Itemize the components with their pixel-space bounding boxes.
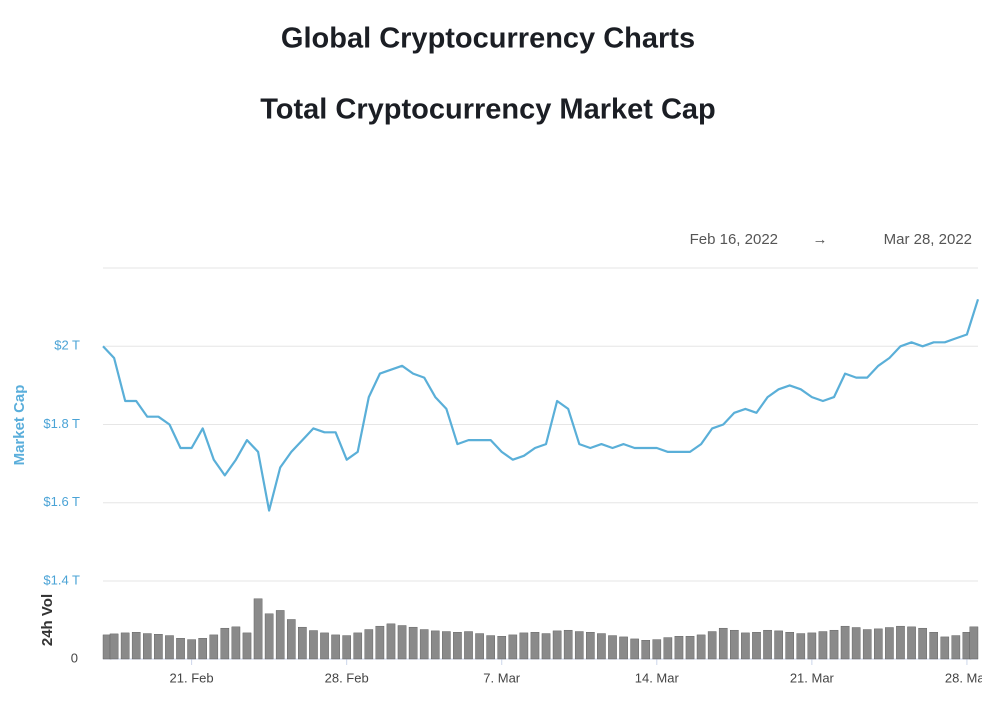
y-tick-label: $1.6 T <box>43 494 80 509</box>
volume-bar <box>730 629 739 660</box>
volume-bar <box>630 638 639 660</box>
y2-tick-label: 0 <box>71 650 78 665</box>
volume-bar <box>165 635 174 660</box>
volume-bar <box>109 633 119 660</box>
volume-bar <box>497 636 507 660</box>
volume-bar <box>464 631 473 660</box>
volume-bar <box>154 634 163 660</box>
chart-subtitle: Total Cryptocurrency Market Cap <box>260 94 716 126</box>
volume-bar <box>298 626 307 660</box>
volume-bar <box>508 634 518 660</box>
volume-bar <box>176 638 185 660</box>
volume-bar <box>408 626 418 660</box>
volume-bar <box>264 613 274 660</box>
x-tick-label: 14. Mar <box>635 670 680 685</box>
volume-bar <box>752 632 761 660</box>
volume-bar <box>663 637 673 660</box>
x-tick-label: 7. Mar <box>483 670 521 685</box>
volume-bar <box>120 632 130 660</box>
volume-bar <box>951 635 961 660</box>
volume-bar <box>862 629 872 660</box>
volume-bar <box>442 631 451 660</box>
range-to: Mar 28, 2022 <box>884 231 972 248</box>
volume-bar <box>364 629 374 660</box>
volume-bar <box>320 632 329 660</box>
volume-bar <box>929 632 938 660</box>
volume-bar <box>397 625 407 660</box>
volume-bar <box>674 636 684 660</box>
y-axis-label: Market Cap <box>11 385 28 466</box>
volume-bar <box>242 632 252 660</box>
volume-bar <box>231 626 241 660</box>
x-tick-label: 28. Feb <box>325 670 369 685</box>
volume-bar <box>641 640 651 660</box>
volume-bar <box>851 627 861 660</box>
volume-bar <box>386 623 396 660</box>
volume-bar <box>519 632 529 660</box>
volume-bar <box>696 634 706 660</box>
chart-title: Global Cryptocurrency Charts <box>281 23 695 55</box>
volume-bar <box>774 630 783 660</box>
volume-bar <box>453 632 462 660</box>
volume-bar <box>143 633 152 660</box>
x-tick-label: 28. Mar <box>945 670 982 685</box>
volume-bar <box>309 630 318 660</box>
volume-bar <box>331 634 340 660</box>
volume-bar <box>419 629 429 660</box>
volume-bar <box>918 627 927 660</box>
volume-bar <box>209 634 219 660</box>
market-cap-line <box>102 298 980 512</box>
volume-bar <box>486 635 495 660</box>
volume-bar <box>796 633 806 660</box>
volume-bar <box>763 629 772 660</box>
volume-bar <box>375 625 385 660</box>
volume-bar <box>829 629 839 660</box>
volume-bar <box>253 598 263 660</box>
x-tick-label: 21. Feb <box>170 670 214 685</box>
volume-bar <box>574 631 584 660</box>
y2-axis-label: 24h Vol <box>39 594 56 646</box>
volume-bar <box>597 633 606 660</box>
volume-bar <box>896 625 905 660</box>
volume-bar <box>885 627 894 660</box>
x-tick-label: 21. Mar <box>790 670 835 685</box>
volume-bar <box>969 626 979 660</box>
volume-bar <box>286 619 296 660</box>
volume-bar <box>741 632 750 660</box>
volume-bar <box>940 636 950 660</box>
range-separator: → <box>813 231 828 248</box>
volume-bar <box>563 629 573 660</box>
y-tick-label: $1.4 T <box>43 572 80 587</box>
volume-bar <box>198 638 207 660</box>
volume-bar <box>685 636 695 660</box>
volume-bar <box>907 626 916 660</box>
range-from: Feb 16, 2022 <box>690 231 778 248</box>
volume-bar <box>475 633 484 660</box>
y-tick-label: $1.8 T <box>43 416 80 431</box>
volume-bar <box>353 632 363 660</box>
volume-bar <box>818 631 828 660</box>
volume-bar <box>619 636 628 660</box>
volume-bar <box>430 630 440 660</box>
volume-bar <box>275 610 285 660</box>
volume-bar <box>652 639 662 660</box>
volume-bar <box>608 635 617 660</box>
volume-bar <box>131 632 141 660</box>
volume-bar <box>718 627 728 660</box>
volume-bar <box>342 635 351 660</box>
volume-bar <box>874 628 883 660</box>
volume-bar <box>552 630 562 660</box>
volume-bar <box>807 632 817 660</box>
volume-bar <box>785 632 795 660</box>
y-tick-label: $2 T <box>54 338 80 353</box>
volume-bar <box>840 625 850 660</box>
volume-bar <box>187 639 196 660</box>
volume-bar <box>586 632 595 660</box>
volume-bar <box>530 632 540 660</box>
volume-bar <box>541 633 551 660</box>
volume-bar <box>220 627 230 660</box>
volume-bar <box>707 631 717 660</box>
